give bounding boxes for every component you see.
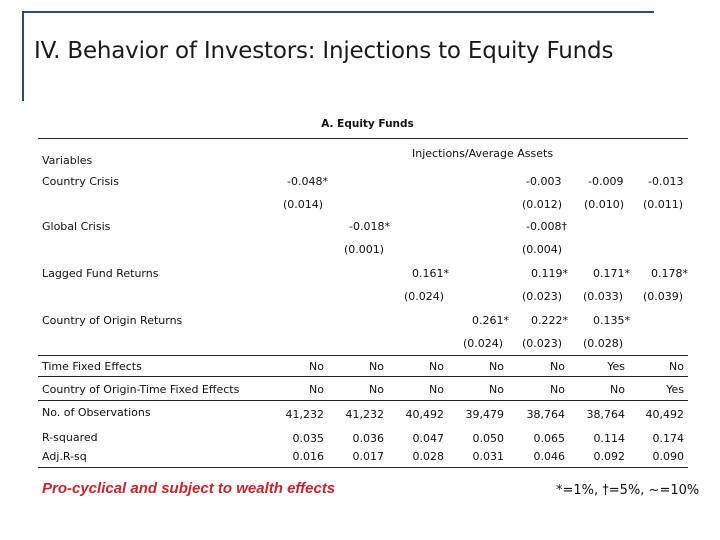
se-global-crisis-5: (0.004) — [522, 243, 563, 256]
n-obs-7: 40,492 — [645, 408, 685, 421]
coef-origin-4: 0.261* — [472, 314, 509, 327]
se-country-crisis-1: (0.014) — [283, 198, 324, 211]
country-fe-7: Yes — [666, 383, 684, 396]
country-fe-4: No — [489, 383, 504, 396]
time-fe-7: No — [669, 360, 684, 373]
panel-title: A. Equity Funds — [321, 118, 414, 130]
n-obs-2: 41,232 — [345, 408, 385, 421]
table-mid-rule — [38, 355, 688, 356]
table-bottom-rule — [38, 467, 688, 468]
row-label-country-origin-returns: Country of Origin Returns — [42, 314, 183, 327]
r2-3: 0.047 — [412, 432, 445, 445]
time-fe-4: No — [489, 360, 504, 373]
country-fe-1: No — [309, 383, 324, 396]
row-label-global-crisis: Global Crisis — [42, 220, 111, 233]
frame-top-border — [24, 11, 654, 13]
slide-title: IV. Behavior of Investors: Injections to… — [34, 38, 614, 64]
se-lagged-6: (0.033) — [583, 290, 624, 303]
se-lagged-3: (0.024) — [404, 290, 445, 303]
coef-origin-5: 0.222* — [531, 314, 568, 327]
coef-country-crisis-6: -0.009 — [588, 175, 624, 188]
se-origin-6: (0.028) — [583, 337, 624, 350]
row-label-lagged-fund-returns: Lagged Fund Returns — [42, 267, 159, 280]
r2-4: 0.050 — [472, 432, 505, 445]
coef-lagged-6: 0.171* — [593, 267, 630, 280]
row-label-country-crisis: Country Crisis — [42, 175, 119, 188]
r2-7: 0.174 — [652, 432, 685, 445]
coef-global-crisis-2: -0.018* — [349, 220, 390, 233]
n-obs-6: 38,764 — [586, 408, 626, 421]
adj-r2-4: 0.031 — [472, 450, 505, 463]
se-country-crisis-7: (0.011) — [643, 198, 684, 211]
adj-r2-2: 0.017 — [352, 450, 385, 463]
coef-country-crisis-5: -0.003 — [526, 175, 562, 188]
row-label-r-squared: R-squared — [42, 431, 98, 444]
time-fe-5: No — [550, 360, 565, 373]
coef-origin-6: 0.135* — [593, 314, 630, 327]
se-country-crisis-6: (0.010) — [584, 198, 625, 211]
se-country-crisis-5: (0.012) — [522, 198, 563, 211]
footer-takeaway: Pro-cyclical and subject to wealth effec… — [42, 480, 336, 497]
coef-lagged-3: 0.161* — [412, 267, 449, 280]
coef-country-crisis-7: -0.013 — [648, 175, 684, 188]
adj-r2-5: 0.046 — [533, 450, 566, 463]
n-obs-3: 40,492 — [405, 408, 445, 421]
table-top-rule — [38, 138, 688, 139]
row-label-n-obs: No. of Observations — [42, 406, 151, 419]
coef-global-crisis-5: -0.008† — [526, 220, 567, 233]
adj-r2-6: 0.092 — [593, 450, 626, 463]
n-obs-4: 39,479 — [465, 408, 505, 421]
r2-1: 0.035 — [292, 432, 325, 445]
se-lagged-5: (0.023) — [522, 290, 563, 303]
r2-6: 0.114 — [593, 432, 626, 445]
header-variables: Variables — [42, 154, 93, 167]
rule-after-country-fe — [38, 400, 688, 401]
row-label-country-fe: Country of Origin-Time Fixed Effects — [42, 383, 240, 396]
se-origin-4: (0.024) — [463, 337, 504, 350]
adj-r2-1: 0.016 — [292, 450, 325, 463]
adj-r2-7: 0.090 — [652, 450, 685, 463]
r2-2: 0.036 — [352, 432, 385, 445]
time-fe-6: Yes — [607, 360, 625, 373]
time-fe-3: No — [429, 360, 444, 373]
country-fe-2: No — [369, 383, 384, 396]
coef-country-crisis-1: -0.048* — [287, 175, 328, 188]
se-lagged-7: (0.039) — [643, 290, 684, 303]
se-global-crisis-2: (0.001) — [344, 243, 385, 256]
country-fe-6: No — [610, 383, 625, 396]
adj-r2-3: 0.028 — [412, 450, 445, 463]
r2-5: 0.065 — [533, 432, 566, 445]
n-obs-1: 41,232 — [285, 408, 325, 421]
frame-left-border — [22, 11, 24, 101]
se-origin-5: (0.023) — [522, 337, 563, 350]
significance-legend: *=1%, †=5%, ~=10% — [556, 483, 700, 498]
country-fe-5: No — [550, 383, 565, 396]
country-fe-3: No — [429, 383, 444, 396]
row-label-time-fe: Time Fixed Effects — [42, 360, 142, 373]
rule-after-time-fe — [38, 376, 688, 377]
header-dependent: Injections/Average Assets — [412, 147, 554, 160]
coef-lagged-7: 0.178* — [651, 267, 688, 280]
time-fe-1: No — [309, 360, 324, 373]
time-fe-2: No — [369, 360, 384, 373]
n-obs-5: 38,764 — [526, 408, 566, 421]
row-label-adj-r-squared: Adj.R-sq — [42, 450, 87, 463]
coef-lagged-5: 0.119* — [531, 267, 568, 280]
